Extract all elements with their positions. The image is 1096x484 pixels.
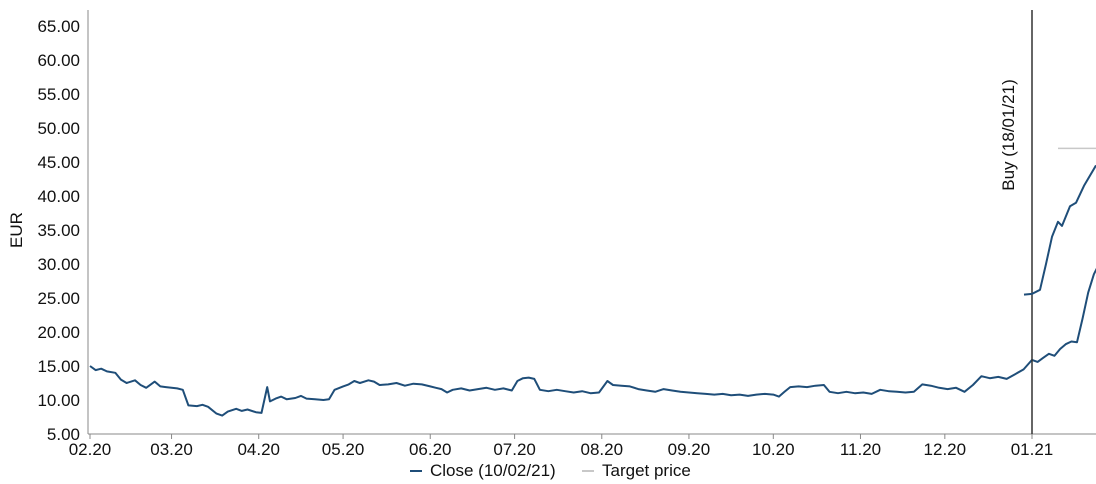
legend-label-close: Close (10/02/21) xyxy=(430,461,556,480)
y-tick-label: 25.00 xyxy=(37,289,80,308)
y-tick-label: 45.00 xyxy=(37,153,80,172)
x-tick-label: 02.20 xyxy=(69,440,112,459)
y-tick-label: 50.00 xyxy=(37,119,80,138)
series-line-close xyxy=(89,267,1096,417)
x-tick-label: 05.20 xyxy=(322,440,365,459)
plot-area: Buy (18/01/21) xyxy=(89,10,1096,434)
x-tick-label: 01.21 xyxy=(1011,440,1054,459)
x-tick-label: 12.20 xyxy=(924,440,967,459)
buy-marker-label: Buy (18/01/21) xyxy=(999,79,1018,191)
x-tick-label: 03.20 xyxy=(150,440,193,459)
y-tick-label: 15.00 xyxy=(37,357,80,376)
y-tick-label: 35.00 xyxy=(37,221,80,240)
x-tick-label: 06.20 xyxy=(409,440,452,459)
legend-label-target: Target price xyxy=(602,461,691,480)
y-tick-label: 20.00 xyxy=(37,323,80,342)
y-tick-label: 40.00 xyxy=(37,187,80,206)
y-tick-label: 5.00 xyxy=(47,425,80,444)
x-tick-label: 07.20 xyxy=(493,440,536,459)
y-tick-label: 60.00 xyxy=(37,51,80,70)
x-tick-label: 10.20 xyxy=(752,440,795,459)
legend: Close (10/02/21) Target price xyxy=(410,461,691,480)
x-tick-label: 08.20 xyxy=(580,440,623,459)
x-tick-label: 11.20 xyxy=(840,440,881,459)
series-line-close-recent xyxy=(1023,164,1096,296)
y-tick-label: 65.00 xyxy=(37,17,80,36)
y-tick-label: 55.00 xyxy=(37,85,80,104)
y-tick-label: 30.00 xyxy=(37,255,80,274)
x-tick-label: 04.20 xyxy=(237,440,280,459)
y-axis: 5.00 10.00 15.00 20.00 25.00 30.00 35.00 40.00 4… xyxy=(37,10,89,444)
y-tick-label: 10.00 xyxy=(37,391,80,410)
x-tick-label: 09.20 xyxy=(668,440,711,459)
y-axis-title: EUR xyxy=(7,212,26,248)
x-axis: 02.20 03.20 04.20 05.20 06.20 07.20 08.20 09.20… xyxy=(69,433,1096,459)
